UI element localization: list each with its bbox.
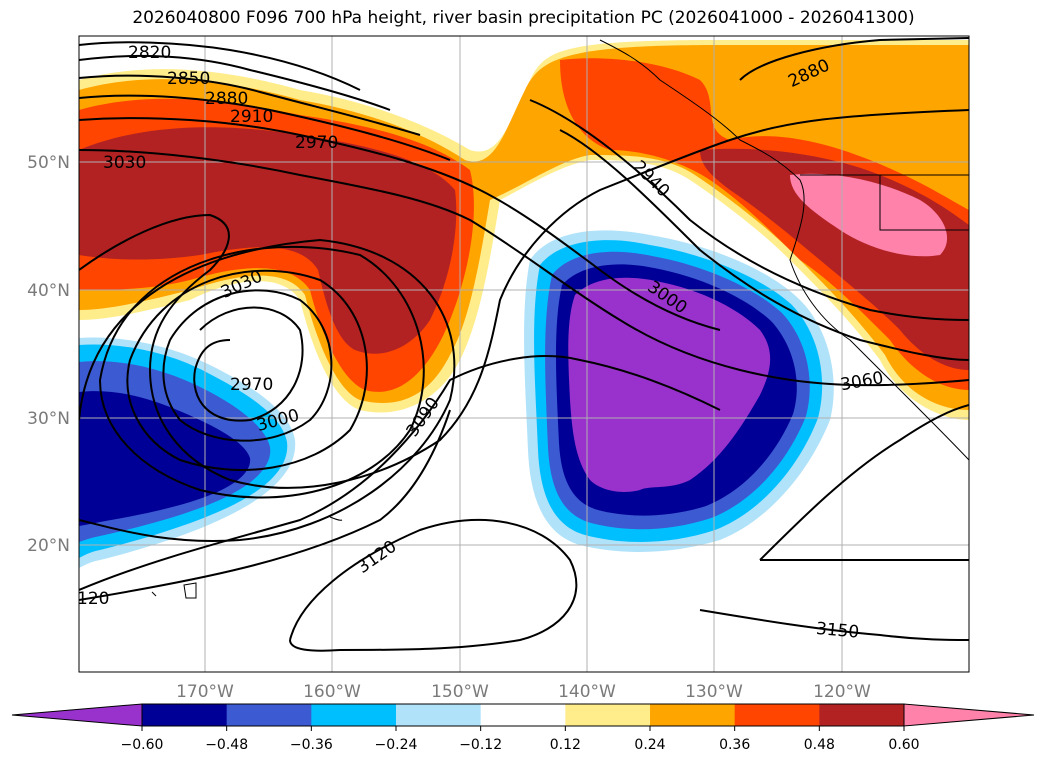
colorbar-frame (141, 703, 905, 727)
colorbar-tick-label: 0.48 (804, 737, 835, 753)
contour-label: 2850 (167, 69, 210, 89)
contour-label: 2910 (230, 107, 273, 127)
coastlines (151, 39, 969, 599)
colorbar-swatch (142, 704, 228, 726)
contour-label: 120 (77, 589, 109, 609)
height-contours (79, 37, 969, 652)
map-frame (78, 35, 970, 673)
colorbar-tick-label: 0.60 (888, 737, 919, 753)
contour-label: 2970 (295, 133, 338, 153)
lat-label: 30°N (27, 409, 70, 429)
contour-label: 3150 (815, 619, 860, 643)
lon-label: 170°W (176, 682, 234, 702)
colorbar-tick-label: 0.36 (719, 737, 750, 753)
colorbar-tick-label: −0.60 (121, 737, 164, 753)
colorbar-swatch (311, 704, 397, 726)
lon-labels: 170°W 160°W 150°W 140°W 130°W 120°W (176, 682, 871, 702)
colorbar-swatch (650, 704, 736, 726)
lat-label: 50°N (27, 153, 70, 173)
chart-title: 2026040800 F096 700 hPa height, river ba… (132, 8, 915, 28)
colorbar-tick-label: −0.24 (375, 737, 418, 753)
contour-label: 2970 (230, 375, 273, 395)
lat-labels: 50°N 40°N 30°N 20°N (27, 153, 70, 556)
graticule (79, 36, 969, 672)
colorbar-tick-label: 0.24 (634, 737, 665, 753)
colorbar-swatch (565, 704, 651, 726)
lon-label: 130°W (685, 682, 743, 702)
lon-label: 160°W (303, 682, 361, 702)
colorbar-tick-label: −0.12 (459, 737, 502, 753)
colorbar-swatch (819, 704, 905, 726)
colorbar-swatch (480, 704, 566, 726)
colorbar-extend-low (11, 703, 143, 727)
contour-label: 3030 (103, 153, 146, 173)
colorbar: −0.60 −0.48 −0.36 −0.24 −0.12 0.12 0.24 0.36 0.4… (11, 703, 1035, 753)
contour-label: 2880 (205, 89, 248, 109)
colorbar-tick-label: −0.36 (290, 737, 333, 753)
lat-label: 40°N (27, 281, 70, 301)
lon-label: 150°W (431, 682, 489, 702)
colorbar-swatch (226, 704, 312, 726)
precip-field (79, 36, 969, 672)
colorbar-tick-label: −0.48 (205, 737, 248, 753)
colorbar-tick-label: 0.12 (550, 737, 581, 753)
colorbar-swatch (734, 704, 820, 726)
colorbar-extend-high (903, 703, 1035, 727)
contour-label: 2820 (128, 43, 171, 63)
lat-label: 20°N (27, 536, 70, 556)
lon-label: 120°W (813, 682, 871, 702)
lon-label: 140°W (558, 682, 616, 702)
colorbar-swatch (396, 704, 482, 726)
